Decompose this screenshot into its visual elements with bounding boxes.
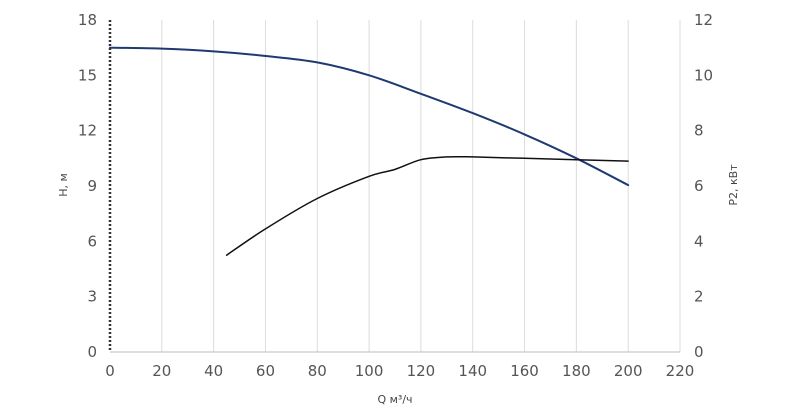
x-tick-label: 220 bbox=[666, 362, 695, 380]
x-tick-label: 140 bbox=[458, 362, 487, 380]
x-axis-label: Q м³/ч bbox=[377, 393, 412, 406]
x-tick-label: 200 bbox=[614, 362, 643, 380]
x-tick-label: 120 bbox=[407, 362, 436, 380]
y-tick-label: 18 bbox=[78, 11, 97, 29]
y2-tick-label: 10 bbox=[694, 66, 713, 84]
x-tick-label: 20 bbox=[152, 362, 171, 380]
y2-tick-label: 4 bbox=[694, 232, 704, 250]
x-tick-label: 160 bbox=[510, 362, 539, 380]
tick-labels: 0 20 40 60 80 100 120 140 160 180 200 2200369121518… bbox=[78, 11, 713, 380]
y-tick-label: 0 bbox=[87, 343, 97, 361]
y2-axis-label: P2, кВт bbox=[727, 164, 740, 206]
y2-tick-label: 8 bbox=[694, 122, 704, 140]
y2-tick-label: 2 bbox=[694, 288, 704, 306]
y2-tick-label: 6 bbox=[694, 177, 704, 195]
grid bbox=[161, 20, 681, 352]
y2-tick-label: 12 bbox=[694, 11, 713, 29]
y-axis-label: H, м bbox=[57, 173, 70, 197]
y-tick-label: 3 bbox=[87, 288, 97, 306]
x-tick-label: 100 bbox=[355, 362, 384, 380]
x-tick-label: 180 bbox=[562, 362, 591, 380]
y-tick-label: 12 bbox=[78, 122, 97, 140]
y-tick-label: 15 bbox=[78, 66, 97, 84]
series-group bbox=[109, 46, 630, 256]
x-tick-label: 40 bbox=[204, 362, 223, 380]
x-tick-label: 80 bbox=[308, 362, 327, 380]
y2-tick-label: 0 bbox=[694, 343, 704, 361]
y-tick-label: 9 bbox=[87, 177, 97, 195]
x-tick-label: 60 bbox=[256, 362, 275, 380]
x-tick-label: 0 bbox=[105, 362, 115, 380]
y-tick-label: 6 bbox=[87, 232, 97, 250]
head-curve-line bbox=[109, 46, 630, 187]
power-curve-line bbox=[225, 155, 629, 256]
axes bbox=[108, 20, 680, 353]
